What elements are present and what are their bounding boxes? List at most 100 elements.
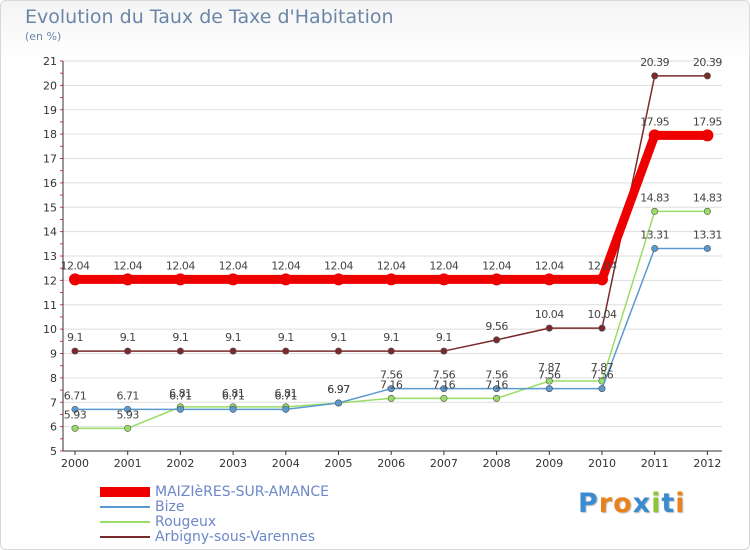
data-label: 12.04 — [166, 259, 195, 272]
y-tick-label: 18 — [43, 128, 57, 141]
data-point — [71, 405, 79, 413]
y-tick-label: 15 — [43, 201, 57, 214]
data-label: 12.04 — [324, 259, 353, 272]
data-label: 9.1 — [120, 331, 136, 344]
data-label: 9.1 — [436, 331, 452, 344]
data-label: 12.04 — [588, 259, 617, 272]
x-tick-label: 2006 — [377, 457, 405, 470]
data-point — [124, 347, 132, 355]
data-label: 6.71 — [116, 389, 139, 402]
data-label: 9.1 — [278, 331, 294, 344]
data-point — [543, 273, 556, 286]
y-tick-label: 20 — [43, 79, 57, 92]
data-label: 9.1 — [172, 331, 188, 344]
data-point — [387, 394, 395, 402]
data-point — [282, 405, 290, 413]
legend-item: Bize — [100, 499, 360, 515]
data-label: 6.81 — [222, 387, 245, 400]
data-label: 6.71 — [275, 389, 298, 402]
data-point — [545, 324, 553, 332]
data-label: 7.56 — [433, 369, 456, 382]
data-label: 5.93 — [64, 408, 87, 421]
chart-title: Evolution du Taux de Taxe d'Habitation — [25, 6, 394, 28]
legend-label: Bize — [155, 499, 185, 515]
legend-item: MAIZIèRES-SUR-AMANCE — [100, 484, 360, 500]
data-label: 6.71 — [64, 389, 87, 402]
data-point — [701, 129, 714, 142]
data-label: 9.1 — [67, 331, 83, 344]
data-label: 6.97 — [327, 383, 350, 396]
data-label: 13.31 — [693, 228, 722, 241]
x-tick-label: 2003 — [219, 457, 247, 470]
data-point — [229, 405, 237, 413]
data-label: 7.16 — [485, 378, 508, 391]
data-label: 7.16 — [380, 378, 403, 391]
legend-label: MAIZIèRES-SUR-AMANCE — [155, 484, 329, 500]
data-point — [648, 129, 661, 142]
data-point — [598, 324, 606, 332]
data-label: 20.39 — [693, 56, 722, 69]
data-point — [490, 273, 503, 286]
data-label: 6.71 — [169, 389, 192, 402]
x-tick-label: 2004 — [272, 457, 300, 470]
data-label: 7.56 — [591, 369, 614, 382]
x-tick-label: 2002 — [166, 457, 194, 470]
data-point — [440, 394, 448, 402]
data-point — [598, 385, 606, 393]
data-point — [71, 424, 79, 432]
data-point — [334, 347, 342, 355]
data-point — [703, 72, 711, 80]
data-point — [385, 273, 398, 286]
data-point — [493, 336, 501, 344]
y-tick-label: 12 — [43, 274, 57, 287]
data-point — [651, 244, 659, 252]
data-point — [387, 385, 395, 393]
data-point — [440, 347, 448, 355]
data-point — [440, 385, 448, 393]
data-point — [493, 385, 501, 393]
x-tick-label: 2009 — [535, 457, 563, 470]
data-label: 12.04 — [377, 259, 406, 272]
data-point — [229, 347, 237, 355]
y-tick-label: 6 — [50, 421, 57, 434]
data-point — [71, 347, 79, 355]
data-label: 5.93 — [116, 408, 139, 421]
legend-swatch — [100, 487, 150, 497]
y-tick-label: 11 — [43, 299, 57, 312]
data-point — [174, 273, 187, 286]
data-point — [596, 273, 608, 286]
data-label: 7.56 — [380, 369, 403, 382]
legend-label: Rougeux — [155, 514, 217, 530]
data-label: 7.87 — [538, 361, 561, 374]
data-point — [332, 273, 345, 286]
x-tick-label: 2011 — [641, 457, 669, 470]
data-point — [545, 377, 553, 385]
y-tick-label: 16 — [43, 177, 57, 190]
data-label: 10.04 — [535, 308, 564, 321]
x-tick-label: 2000 — [61, 457, 89, 470]
data-label: 20.39 — [640, 56, 669, 69]
data-point — [651, 72, 659, 80]
data-label: 9.56 — [485, 320, 508, 333]
data-label: 13.31 — [640, 228, 669, 241]
x-tick-label: 2008 — [483, 457, 511, 470]
data-label: 7.87 — [591, 361, 614, 374]
data-point — [282, 347, 290, 355]
x-tick-label: 2005 — [325, 457, 353, 470]
data-point — [493, 394, 501, 402]
data-point — [334, 399, 342, 407]
data-label: 17.95 — [640, 115, 669, 128]
data-point — [651, 207, 659, 215]
legend-swatch — [100, 506, 150, 508]
data-label: 12.04 — [113, 259, 142, 272]
data-label: 12.04 — [219, 259, 248, 272]
data-point — [69, 273, 81, 286]
data-point — [279, 273, 292, 286]
data-label: 6.97 — [327, 383, 350, 396]
data-label: 12.04 — [535, 259, 564, 272]
data-label: 12.04 — [61, 259, 90, 272]
y-tick-label: 13 — [43, 250, 57, 263]
data-point — [703, 207, 711, 215]
x-tick-label: 2012 — [693, 457, 721, 470]
